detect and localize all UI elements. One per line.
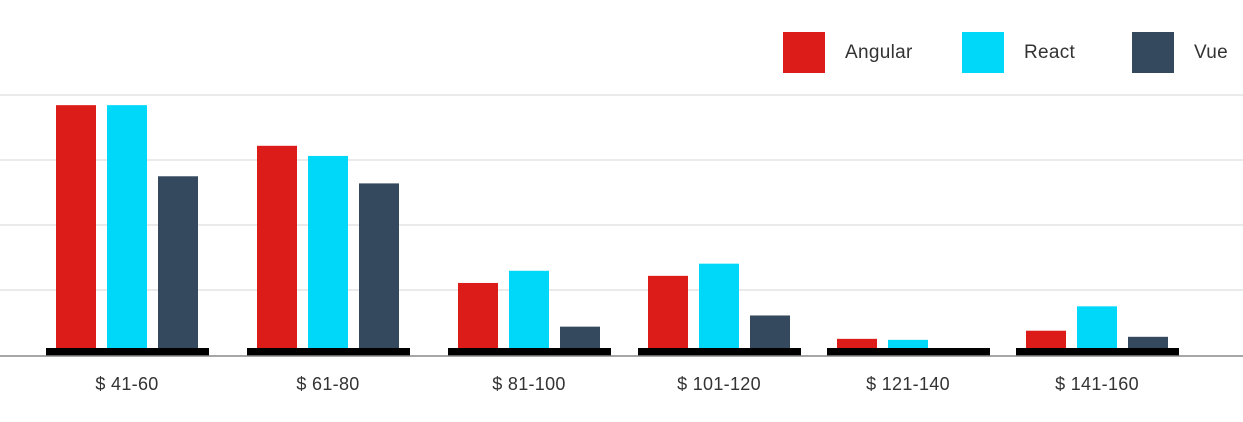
- bar-vue-101-120: [750, 315, 790, 349]
- bar-react-81-100: [509, 270, 549, 349]
- legend-label-angular: Angular: [845, 41, 913, 63]
- bar-react-101-120: [699, 263, 739, 349]
- baseline-141-160: [1016, 348, 1179, 356]
- bar-angular-101-120: [648, 275, 688, 349]
- x-tick-labels: $ 41-60 $ 61-80 $ 81-100 $ 101-120 $ 121-140…: [95, 374, 1138, 394]
- bar-vue-81-100: [560, 326, 600, 349]
- legend-swatch-angular: [783, 32, 825, 73]
- bar-angular-121-140: [837, 338, 877, 349]
- bar-angular-41-60: [56, 105, 96, 349]
- legend-swatch-react: [962, 32, 1004, 73]
- x-tick-label-61-80: $ 61-80: [296, 374, 359, 394]
- bar-react-141-160: [1077, 306, 1117, 349]
- legend-item-react: React: [962, 32, 1075, 73]
- x-tick-label-141-160: $ 141-160: [1055, 374, 1139, 394]
- legend-label-vue: Vue: [1194, 41, 1229, 63]
- bar-angular-81-100: [458, 282, 498, 349]
- legend-item-angular: Angular: [783, 32, 913, 73]
- bar-vue-141-160: [1128, 336, 1168, 349]
- x-tick-label-101-120: $ 101-120: [677, 374, 761, 394]
- category-baselines: [46, 348, 1179, 356]
- baseline-61-80: [247, 348, 410, 356]
- bar-react-61-80: [308, 155, 348, 349]
- bars: [56, 105, 1168, 349]
- legend-swatch-vue: [1132, 32, 1174, 73]
- baseline-41-60: [46, 348, 209, 356]
- legend-label-react: React: [1024, 41, 1076, 63]
- bar-vue-41-60: [158, 176, 198, 349]
- baseline-121-140: [827, 348, 990, 356]
- baseline-101-120: [638, 348, 801, 356]
- bar-vue-61-80: [359, 183, 399, 349]
- bar-react-121-140: [888, 339, 928, 349]
- x-tick-label-121-140: $ 121-140: [866, 374, 950, 394]
- x-tick-label-41-60: $ 41-60: [95, 374, 158, 394]
- bar-react-41-60: [107, 105, 147, 349]
- bar-angular-141-160: [1026, 330, 1066, 349]
- gridlines: [0, 94, 1243, 291]
- x-tick-label-81-100: $ 81-100: [492, 374, 565, 394]
- baseline-81-100: [448, 348, 611, 356]
- legend-item-vue: Vue: [1132, 32, 1228, 73]
- bar-angular-61-80: [257, 145, 297, 349]
